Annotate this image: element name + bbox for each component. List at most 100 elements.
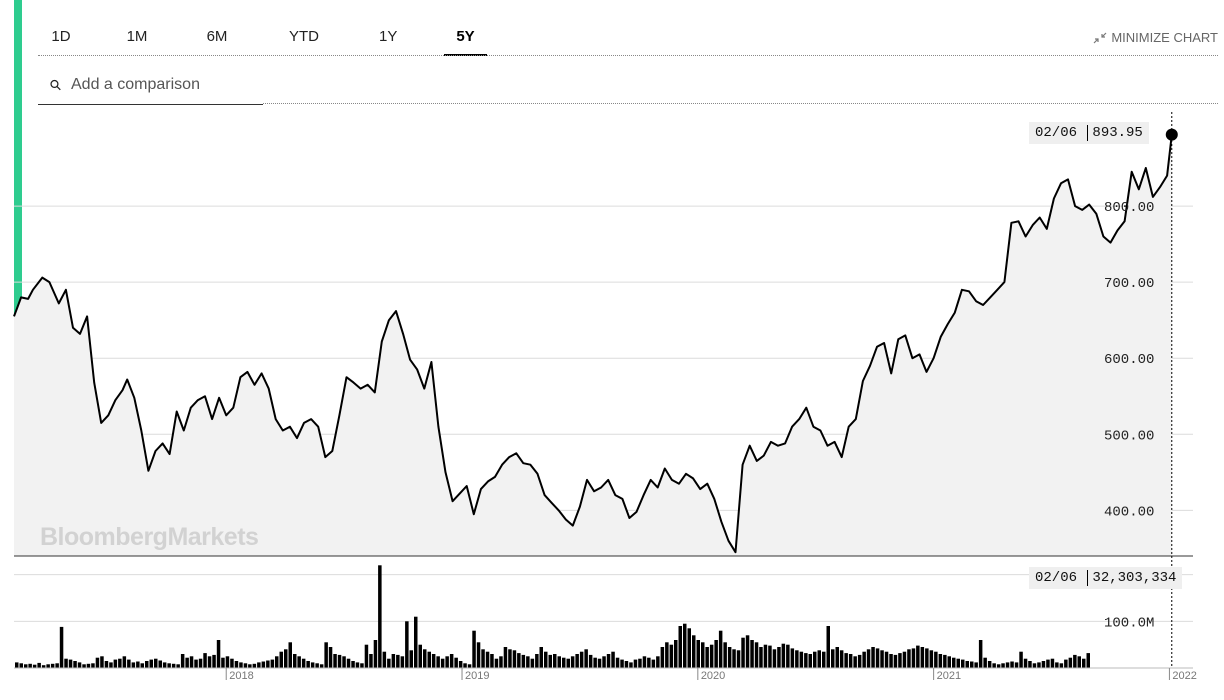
tab-1m[interactable]: 1M — [126, 28, 148, 45]
volume-bar — [1086, 653, 1090, 668]
volume-bar — [651, 659, 656, 668]
volume-bar — [893, 654, 898, 668]
volume-bar — [32, 664, 37, 668]
volume-bar — [777, 647, 781, 668]
price-tick-label: 800.00 — [1104, 200, 1154, 216]
volume-bar — [817, 650, 821, 668]
volume-bar — [373, 640, 378, 668]
volume-bar — [427, 651, 431, 668]
crosshair-price-label: 02/06 893.95 — [1029, 122, 1149, 144]
volume-bar — [24, 664, 28, 668]
volume-bar — [396, 654, 400, 668]
volume-bar — [808, 654, 812, 668]
volume-bar — [786, 644, 790, 668]
volume-bar — [620, 659, 624, 668]
volume-bar — [1041, 661, 1046, 668]
volume-bar — [405, 621, 409, 668]
volume-bar — [472, 630, 476, 668]
volume-bar — [575, 654, 579, 668]
volume-bar — [1023, 658, 1028, 668]
volume-bar — [517, 653, 521, 668]
volume-bars — [15, 565, 1090, 668]
last-price-marker — [1165, 128, 1178, 141]
volume-bar — [593, 657, 597, 668]
volume-bar — [965, 661, 969, 668]
volume-bar — [55, 663, 59, 668]
volume-bar — [557, 656, 561, 668]
minimize-icon — [1093, 32, 1107, 43]
volume-bar — [736, 650, 741, 668]
volume-bar — [862, 651, 866, 668]
volume-bar — [656, 656, 660, 668]
tab-1y[interactable]: 1Y — [379, 28, 398, 45]
volume-bar — [884, 651, 889, 668]
volume-bar — [683, 623, 687, 668]
volume-bar — [1073, 654, 1077, 668]
crosshair-date: 02/06 — [1035, 125, 1078, 141]
volume-bar — [15, 662, 19, 668]
volume-bar — [687, 628, 691, 668]
volume-bar — [104, 661, 109, 668]
volume-bar — [194, 659, 198, 668]
volume-bar — [996, 664, 1001, 668]
volume-bar — [252, 663, 257, 668]
volume-bar — [665, 642, 669, 668]
volume-bar — [1077, 656, 1081, 668]
volume-bar — [324, 642, 328, 668]
volume-bar — [239, 662, 243, 668]
search-icon — [50, 79, 61, 91]
volume-bar — [718, 630, 723, 668]
volume-bar — [387, 658, 391, 668]
volume-bar — [1014, 662, 1019, 668]
volume-bar — [266, 660, 270, 668]
price-line — [13, 134, 1173, 554]
volume-bar — [772, 649, 777, 668]
minimize-chart-label: MINIMIZE CHART — [1111, 30, 1218, 45]
volume-bar — [857, 654, 862, 668]
volume-bar — [391, 654, 396, 668]
volume-bar — [476, 642, 481, 668]
volume-bar — [131, 662, 136, 668]
tab-ytd[interactable]: YTD — [289, 28, 319, 45]
volume-bar — [1019, 651, 1023, 668]
volume-bar — [162, 662, 167, 668]
volume-bar — [243, 663, 248, 668]
volume-bar — [319, 664, 324, 668]
volume-bar — [418, 644, 422, 668]
volume-bar — [1050, 658, 1055, 668]
volume-bar — [570, 656, 575, 668]
volume-bar — [1064, 659, 1068, 668]
volume-bar — [539, 647, 543, 668]
volume-bar — [284, 649, 288, 668]
volume-bar — [310, 662, 315, 668]
tab-1d[interactable]: 1D — [51, 28, 71, 45]
price-area-fill — [14, 134, 1172, 556]
volume-bar — [64, 658, 68, 668]
volume-bar — [301, 658, 306, 668]
volume-bar — [871, 647, 875, 668]
tab-6m[interactable]: 6M — [206, 28, 228, 45]
minimize-chart-button[interactable]: MINIMIZE CHART — [1093, 30, 1218, 45]
volume-bar — [961, 659, 965, 668]
volume-bar — [409, 650, 413, 668]
volume-bar — [956, 658, 960, 668]
volume-bar — [920, 647, 925, 668]
volume-bar — [364, 644, 369, 668]
volume-bar — [333, 654, 337, 668]
volume-bar — [198, 658, 203, 668]
volume-bar — [145, 661, 149, 668]
volume-bar — [1001, 663, 1005, 668]
volume-bar — [1055, 662, 1059, 668]
volume-bar — [203, 653, 207, 668]
volume-bar — [674, 640, 678, 668]
comparison-search-input[interactable] — [69, 75, 263, 95]
volume-bar — [916, 645, 920, 668]
volume-bar — [530, 658, 535, 668]
volume-bar — [974, 662, 978, 668]
volume-bar — [315, 663, 319, 668]
volume-bar — [275, 656, 279, 668]
volume-bar — [781, 643, 786, 668]
volume-bar — [929, 650, 934, 668]
volume-gridlines — [14, 574, 1193, 622]
volume-bar — [176, 664, 180, 668]
